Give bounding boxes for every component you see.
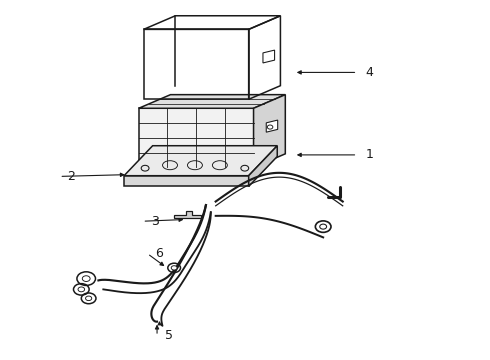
Polygon shape: [266, 120, 278, 132]
Circle shape: [171, 266, 177, 270]
Polygon shape: [124, 176, 248, 186]
Polygon shape: [124, 146, 277, 176]
Polygon shape: [139, 95, 285, 108]
Text: 6: 6: [155, 247, 164, 260]
Text: 5: 5: [165, 329, 173, 342]
Text: 2: 2: [68, 170, 75, 183]
Circle shape: [86, 296, 92, 301]
Text: 1: 1: [366, 148, 373, 161]
Circle shape: [78, 287, 85, 292]
Polygon shape: [248, 146, 277, 186]
Polygon shape: [174, 211, 201, 218]
Polygon shape: [253, 95, 285, 167]
Text: 4: 4: [366, 66, 373, 79]
Circle shape: [320, 224, 327, 229]
Polygon shape: [139, 108, 253, 167]
Text: 3: 3: [150, 215, 159, 228]
Circle shape: [82, 276, 90, 282]
Polygon shape: [133, 167, 259, 172]
